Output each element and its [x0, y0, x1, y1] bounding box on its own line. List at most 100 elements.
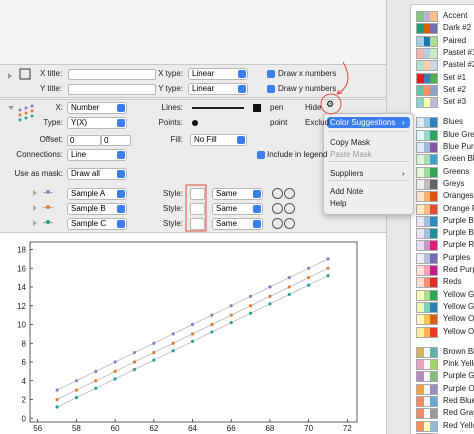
palette-swatch[interactable]: [416, 314, 438, 326]
dropdown[interactable]: Sample A: [67, 188, 127, 200]
palette-name[interactable]: Yellow Green Blue: [443, 301, 474, 311]
style-button[interactable]: [190, 188, 205, 200]
palette-name[interactable]: Blues: [443, 117, 464, 127]
menu-item[interactable]: Color Suggestions: [330, 118, 396, 127]
palette-swatch[interactable]: [416, 72, 438, 84]
palette-name[interactable]: Red Blue: [443, 396, 474, 405]
palette-name[interactable]: Brown Blue: [443, 346, 474, 356]
palette-name[interactable]: Dark #2: [443, 23, 472, 33]
palette-swatch[interactable]: [416, 240, 438, 252]
palette-name[interactable]: Pink Yellow Green: [443, 359, 474, 369]
remove-button[interactable]: [284, 188, 295, 199]
palette-swatch[interactable]: [416, 23, 438, 35]
palette-swatch[interactable]: [416, 178, 438, 190]
palette-swatch[interactable]: [416, 166, 438, 178]
palette-swatch[interactable]: [416, 371, 438, 383]
menu-item[interactable]: Suppliers: [330, 169, 364, 178]
text-field[interactable]: [68, 84, 156, 95]
palette-name[interactable]: Blue Purple: [443, 142, 474, 151]
palette-swatch[interactable]: [416, 277, 438, 289]
palette-swatch[interactable]: [416, 289, 438, 301]
checkbox[interactable]: [267, 85, 275, 93]
palette-name[interactable]: Oranges: [443, 191, 474, 201]
palette-swatch[interactable]: [416, 420, 438, 432]
checkbox[interactable]: [267, 70, 275, 78]
palette-swatch[interactable]: [416, 265, 438, 276]
palette-swatch[interactable]: [416, 97, 438, 109]
palette-name[interactable]: Purples: [443, 252, 471, 262]
palette-swatch[interactable]: [416, 154, 438, 166]
disclosure[interactable]: [33, 205, 37, 211]
dropdown[interactable]: Sample C: [67, 218, 127, 230]
menu-item[interactable]: Add Note: [330, 187, 364, 196]
palette-swatch[interactable]: [416, 228, 438, 240]
palette-swatch[interactable]: [416, 117, 438, 129]
palette-swatch[interactable]: [416, 326, 438, 338]
dropdown[interactable]: Linear: [188, 68, 248, 80]
dropdown[interactable]: Number: [67, 102, 127, 114]
palette-swatch[interactable]: [416, 396, 438, 407]
palette-name[interactable]: Yellow Orange Brown: [443, 314, 474, 324]
palette-name[interactable]: Set #3: [443, 97, 467, 107]
palette-name[interactable]: Red Gray: [443, 408, 474, 418]
palette-name[interactable]: Purple Green: [443, 371, 474, 381]
palette-name[interactable]: Red Purple: [443, 265, 474, 274]
checkbox[interactable]: [257, 151, 265, 159]
dropdown[interactable]: Y(X): [67, 117, 127, 129]
disclosure[interactable]: [33, 190, 37, 196]
palette-swatch[interactable]: [416, 252, 438, 264]
dropdown[interactable]: Same: [212, 218, 263, 230]
palette-swatch[interactable]: [416, 408, 438, 420]
palette-swatch[interactable]: [416, 129, 438, 141]
palette-name[interactable]: Greys: [443, 178, 465, 188]
menu-item[interactable]: Paste Mask: [330, 150, 372, 159]
palette-swatch[interactable]: [416, 11, 438, 22]
palette-swatch[interactable]: [416, 359, 438, 371]
palette-name[interactable]: Accent: [443, 11, 468, 20]
point-sample[interactable]: [192, 120, 198, 126]
text-field[interactable]: [68, 69, 156, 80]
disclosure[interactable]: [8, 73, 14, 110]
disclosure[interactable]: [33, 220, 37, 226]
palette-name[interactable]: Reds: [443, 277, 462, 287]
palette-swatch[interactable]: [416, 142, 438, 153]
menu-item[interactable]: Copy Mask: [330, 138, 371, 147]
palette-name[interactable]: Pastel #1: [443, 47, 474, 57]
palette-swatch[interactable]: [416, 301, 438, 313]
palette-name[interactable]: Purple Orange: [443, 383, 474, 393]
palette-swatch[interactable]: [416, 215, 438, 227]
palette-swatch[interactable]: [416, 84, 438, 96]
pen-icon[interactable]: [253, 104, 261, 112]
palette-name[interactable]: Orange Red: [443, 203, 474, 213]
palette-name[interactable]: Yellow Orange Red: [443, 326, 474, 336]
gear-icon[interactable]: ⚙: [326, 99, 334, 109]
palette-name[interactable]: Yellow Green: [443, 289, 474, 299]
dropdown[interactable]: Same: [212, 188, 263, 200]
add-button[interactable]: [272, 218, 283, 229]
palette-name[interactable]: Set #2: [443, 84, 467, 94]
palette-swatch[interactable]: [416, 35, 438, 47]
dropdown[interactable]: Sample B: [67, 203, 127, 215]
palette-swatch[interactable]: [416, 346, 438, 358]
dropdown[interactable]: Same: [212, 203, 263, 215]
palette-swatch[interactable]: [416, 203, 438, 215]
style-button[interactable]: [190, 203, 205, 215]
remove-button[interactable]: [284, 218, 295, 229]
palette-swatch[interactable]: [416, 191, 438, 203]
remove-button[interactable]: [284, 203, 295, 214]
dropdown[interactable]: Line: [67, 149, 127, 161]
palette-name[interactable]: Purple Blue Green: [443, 228, 474, 238]
text-field[interactable]: 0: [101, 135, 131, 146]
style-button[interactable]: [190, 218, 205, 230]
palette-swatch[interactable]: [416, 383, 438, 395]
palette-name[interactable]: Red Yellow Blue: [443, 420, 474, 430]
palette-name[interactable]: Red Yellow Green: [443, 433, 474, 434]
palette-name[interactable]: Blue Green: [443, 129, 474, 139]
add-button[interactable]: [272, 203, 283, 214]
palette-name[interactable]: Pastel #2: [443, 60, 474, 70]
dropdown[interactable]: No Fill: [190, 134, 247, 146]
text-field[interactable]: 0: [67, 135, 101, 146]
palette-name[interactable]: Purple Blue: [443, 215, 474, 225]
palette-name[interactable]: Set #1: [443, 72, 467, 82]
palette-name[interactable]: Greens: [443, 166, 470, 176]
